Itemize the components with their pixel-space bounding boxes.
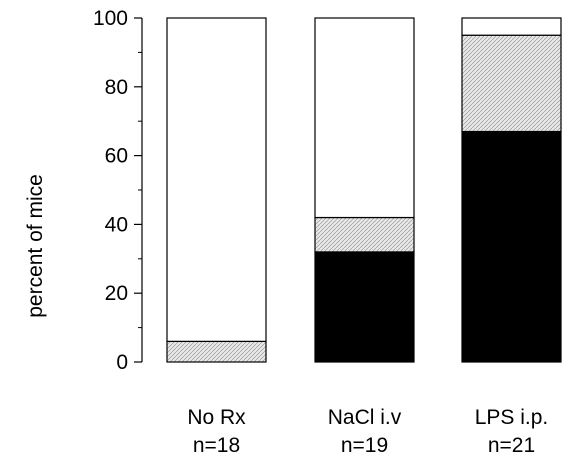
x-category-label: No Rx xyxy=(187,406,246,429)
y-axis-label: percent of mice xyxy=(24,174,47,318)
x-category-label: NaCl i.v xyxy=(328,406,402,429)
y-tick-label: 0 xyxy=(116,351,128,374)
x-category-label: LPS i.p. xyxy=(475,406,549,429)
plot-area: 0 20 40 60 80 100 No Rx n=18 NaCl i.v n=19 LPS i.p… xyxy=(93,7,562,457)
bar-segment xyxy=(314,17,415,219)
bar-segment xyxy=(461,130,562,363)
y-tick-label: 20 xyxy=(105,282,128,305)
bar-segment xyxy=(166,17,267,342)
y-tick-label: 40 xyxy=(105,213,128,236)
bar-segment xyxy=(314,216,415,253)
x-category-count: n=21 xyxy=(488,434,535,457)
bar-segment xyxy=(166,340,267,363)
x-category-count: n=18 xyxy=(193,434,240,457)
y-tick-label: 60 xyxy=(105,145,128,168)
bar-segment xyxy=(461,17,562,36)
y-tick-label: 80 xyxy=(105,76,128,99)
bar-segment xyxy=(461,34,562,133)
x-category-count: n=19 xyxy=(341,434,388,457)
bar-segment xyxy=(314,251,415,363)
y-tick-label: 100 xyxy=(93,7,128,30)
